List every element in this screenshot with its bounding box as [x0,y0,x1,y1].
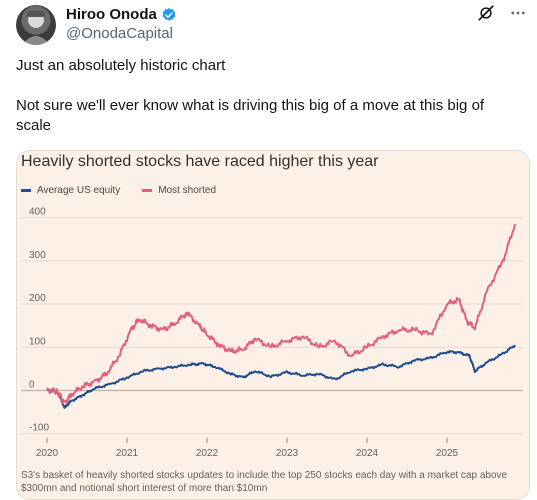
line-chart: 400 300 200 100 0 -100 2020 2021 2022 2023 2024 202… [21,207,523,459]
chart-legend: Average US equity Most shorted [21,185,216,196]
x-tick-label: 2021 [116,448,139,459]
x-tick-label: 2022 [196,448,219,459]
legend-swatch-average [21,189,31,192]
tweet-text: Just an absolutely historic chart Not su… [16,56,521,136]
x-tick-label: 2023 [276,448,299,459]
tweet-author: Hiroo Onoda @OnodaCapital [66,6,177,42]
y-tick-label: 200 [29,293,46,304]
grok-icon[interactable] [477,4,495,22]
chart-source-note: S3's basket of heavily shorted stocks up… [21,470,508,494]
series-line-most-shorted [46,223,516,405]
verified-badge-icon [162,7,176,21]
y-tick-label: -100 [29,423,49,434]
tweet-text-line: Not sure we'll ever know what is driving… [16,97,485,134]
tweet-text-line: Just an absolutely historic chart [16,57,226,74]
series-line-average-us-equity [46,344,516,409]
legend-item-shorted: Most shorted [142,185,216,196]
legend-label-shorted: Most shorted [158,185,217,196]
more-icon[interactable] [509,4,527,22]
author-name[interactable]: Hiroo Onoda [66,6,157,23]
avatar[interactable] [16,5,56,45]
y-tick-label: 0 [29,379,35,390]
legend-item-average: Average US equity [21,185,120,196]
legend-swatch-shorted [142,189,153,192]
chart-title: Heavily shorted stocks have raced higher… [21,153,379,170]
author-handle[interactable]: @OnodaCapital [66,25,173,42]
x-tick-label: 2020 [36,448,59,459]
chart-image[interactable]: Heavily shorted stocks have raced higher… [16,150,530,500]
y-tick-label: 300 [29,250,46,261]
legend-label-average: Average US equity [37,185,121,196]
x-tick-label: 2024 [356,448,379,459]
x-tick-label: 2025 [436,448,459,459]
y-tick-label: 100 [29,336,46,347]
y-tick-label: 400 [29,207,46,218]
